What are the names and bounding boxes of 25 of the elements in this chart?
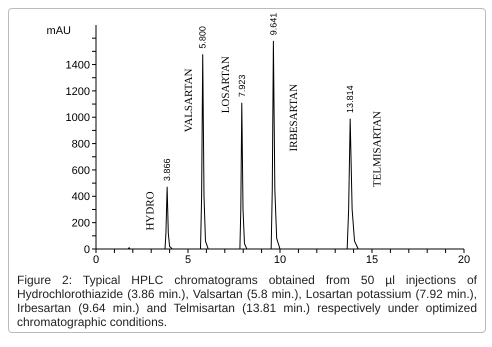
annotation: HYDRO xyxy=(144,191,156,231)
annotation: 9.641 xyxy=(268,12,278,36)
y-tick-label: 1400 xyxy=(66,59,90,72)
x-tick-label: 20 xyxy=(458,254,470,266)
annotation: IRBESARTAN xyxy=(288,84,300,152)
x-tick-label: 5 xyxy=(184,254,192,266)
annotation: 13.814 xyxy=(345,85,356,113)
x-tick-label: 0 xyxy=(92,254,100,266)
y-tick-label: 0 xyxy=(84,244,90,256)
y-tick-label: 600 xyxy=(72,164,90,177)
y-tick-label: 1200 xyxy=(66,86,90,98)
x-tick-label: 10 xyxy=(274,254,286,266)
y-tick-label: 1000 xyxy=(66,112,90,124)
y-tick-label: 400 xyxy=(72,191,90,204)
caption: Figure 2: Typical HPLC chromatograms obtained from 50 µl injections of Hydrochlorothiazide (3.86 min.), Valsartan (5.8 min.), Losartan potassium (7.92 min.), Irbesartan (9.64 min.) and Telmisartan (13.81 min.) respectively under optimized chromatographic conditions. xyxy=(16,272,478,331)
annotation: 3.866 xyxy=(162,158,172,182)
y-tick-label: 800 xyxy=(72,138,90,150)
annotation: LOSARTAN xyxy=(220,56,232,114)
annotation: TELMISARTAN xyxy=(372,110,384,188)
y-tick-label: 200 xyxy=(72,218,90,230)
y-axis-title: mAU xyxy=(46,25,72,37)
x-tick-label: 15 xyxy=(366,254,378,266)
annotation: 5.800 xyxy=(198,26,208,49)
annotation: VALSARTAN xyxy=(183,68,195,132)
annotation: 7.923 xyxy=(236,74,247,98)
